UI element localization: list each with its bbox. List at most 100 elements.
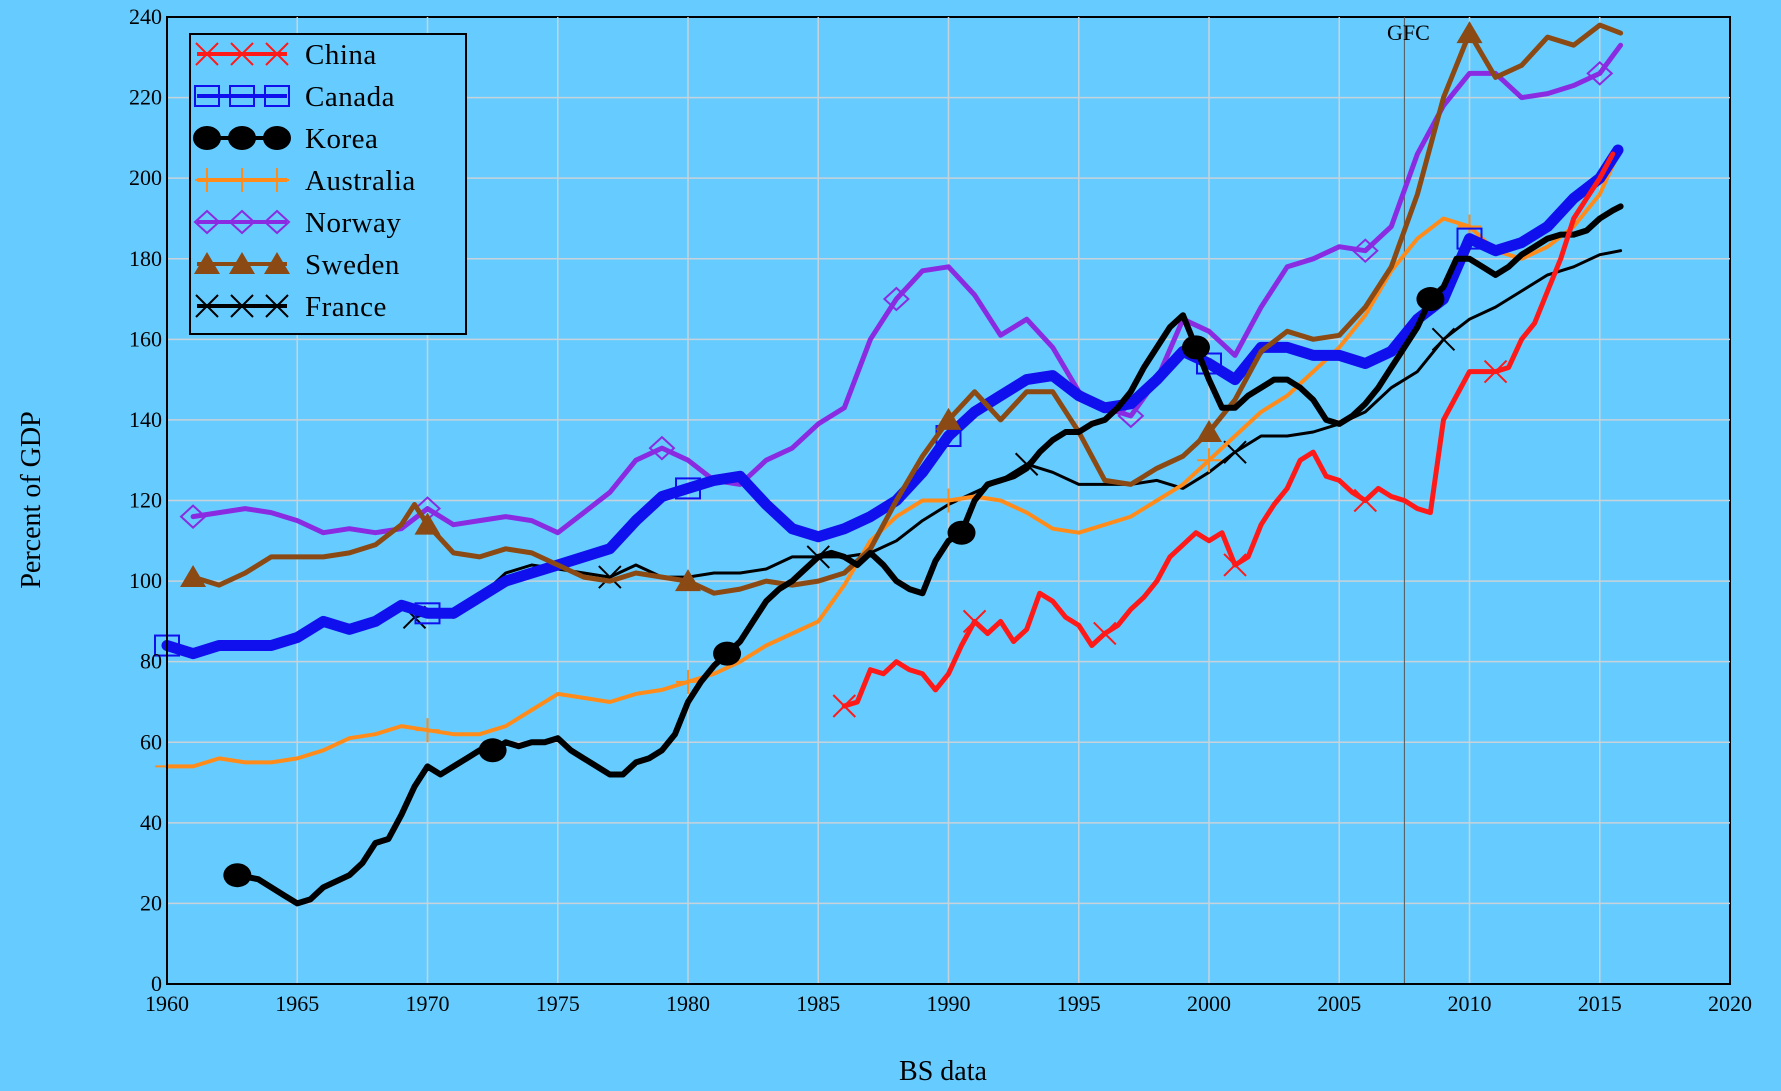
legend-label: Korea [305, 123, 378, 155]
y-tick-label: 120 [129, 488, 162, 513]
china-marker [832, 694, 857, 718]
legend-korea-marker [228, 126, 256, 150]
legend-label: Norway [305, 207, 401, 239]
legend: China Canada Korea Australia Norway Sweden Fra… [189, 33, 467, 335]
y-tick-label: 100 [129, 568, 162, 593]
legend-norway-marker [193, 209, 221, 235]
canada-marker [1456, 227, 1483, 250]
australia-marker [936, 488, 961, 513]
x-tick-label: 1980 [666, 991, 710, 1016]
legend-norway-marker [263, 209, 291, 235]
x-tick-label: 2005 [1317, 991, 1361, 1016]
x-tick-label: 1995 [1057, 991, 1101, 1016]
y-tick-labels: 0 20 40 60 80 100 120 140 160 180 200 220 240 [129, 4, 162, 996]
sweden-marker [180, 565, 207, 588]
legend-box [189, 33, 467, 335]
korea-marker [478, 738, 507, 763]
y-tick-label: 0 [151, 971, 162, 996]
legend-canada-marker [229, 85, 255, 107]
legend-china-marker [195, 42, 219, 66]
norway-marker [1586, 61, 1614, 86]
china-marker [1223, 553, 1247, 577]
sweden-marker [1456, 21, 1483, 44]
legend-canada-marker [264, 85, 290, 107]
x-tick-label: 2020 [1708, 991, 1752, 1016]
legend-sweden-marker [229, 252, 255, 274]
legend-korea-marker [263, 126, 291, 150]
korea-marker [223, 863, 252, 888]
x-tick-label: 1975 [536, 991, 580, 1016]
norway-marker [882, 286, 910, 312]
x-tick-label: 2000 [1187, 991, 1231, 1016]
legend-canada-marker [194, 85, 220, 107]
legend-france-marker [230, 294, 254, 318]
legend-australia-marker [195, 168, 219, 192]
sweden-marker [1196, 420, 1222, 443]
legend-item-sweden: Sweden [194, 249, 399, 281]
x-tick-label: 2015 [1578, 991, 1622, 1016]
legend-item-france: France [195, 291, 386, 323]
korea-marker [713, 641, 742, 666]
x-axis-title: BS data [899, 1056, 987, 1086]
y-tick-label: 160 [129, 326, 162, 351]
y-tick-label: 80 [140, 649, 162, 674]
legend-label: China [305, 39, 377, 71]
australia-marker [415, 718, 440, 743]
legend-france-marker [195, 294, 219, 318]
legend-label: Australia [305, 165, 416, 197]
y-tick-label: 20 [140, 890, 162, 915]
legend-item-korea: Korea [193, 123, 378, 155]
legend-item-china: China [195, 39, 377, 71]
china-marker [1353, 488, 1378, 513]
legend-item-norway: Norway [193, 207, 401, 239]
y-tick-label: 140 [129, 407, 162, 432]
legend-sweden-marker [194, 252, 220, 274]
norway-marker [648, 435, 676, 461]
y-tick-label: 220 [129, 85, 162, 110]
legend-label: Canada [305, 81, 395, 113]
china-line [841, 151, 1616, 709]
sweden-line [190, 22, 1624, 596]
y-tick-label: 40 [140, 810, 162, 835]
legend-france-marker [265, 294, 289, 318]
x-tick-label: 1985 [796, 991, 840, 1016]
x-tick-label: 1960 [145, 991, 189, 1016]
y-tick-label: 60 [140, 729, 162, 754]
legend-china-marker [230, 42, 254, 66]
annotation-label: GFC [1387, 20, 1430, 45]
norway-marker [1117, 403, 1145, 429]
china-marker [1093, 621, 1117, 646]
australia-line [165, 152, 1620, 769]
france-line [413, 249, 1623, 619]
china-marker [1483, 359, 1508, 384]
x-tick-labels: 1960 1965 1970 1975 1980 1985 1990 1995 2000 2005… [145, 991, 1752, 1016]
china-marker [962, 609, 987, 634]
series-china [832, 151, 1616, 718]
canada-marker [414, 602, 441, 625]
sweden-marker [675, 569, 701, 592]
legend-china-marker [265, 42, 289, 66]
y-tick-label: 180 [129, 246, 162, 271]
norway-marker [1351, 238, 1379, 264]
norway-line [190, 42, 1624, 536]
x-tick-label: 1990 [927, 991, 971, 1016]
australia-marker [1197, 448, 1221, 473]
y-tick-label: 200 [129, 165, 162, 190]
legend-korea-marker [193, 126, 221, 150]
canada-marker [675, 477, 701, 500]
legend-norway-marker [228, 209, 256, 235]
sweden-marker [414, 512, 441, 535]
legend-sweden-marker [264, 252, 290, 274]
axes [166, 17, 1730, 985]
france-marker [598, 565, 622, 589]
norway-marker [179, 504, 207, 529]
series-sweden [180, 21, 1624, 596]
legend-australia-marker [230, 168, 254, 192]
series-lines [154, 21, 1624, 907]
korea-marker [947, 520, 976, 545]
korea-marker [1181, 335, 1210, 360]
series-korea [223, 203, 1624, 907]
australia-marker [676, 669, 700, 694]
korea-marker [1416, 287, 1445, 312]
